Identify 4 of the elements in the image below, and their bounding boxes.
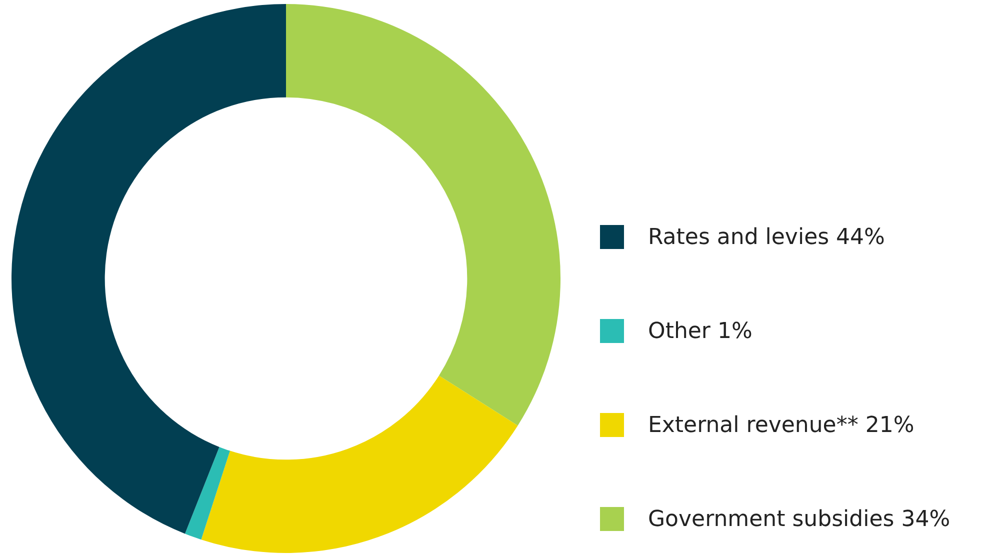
- legend-label: External revenue** 21%: [648, 412, 914, 438]
- legend-label: Other 1%: [648, 318, 752, 344]
- legend-label: Rates and levies 44%: [648, 224, 885, 250]
- legend-label: Government subsidies 34%: [648, 506, 950, 532]
